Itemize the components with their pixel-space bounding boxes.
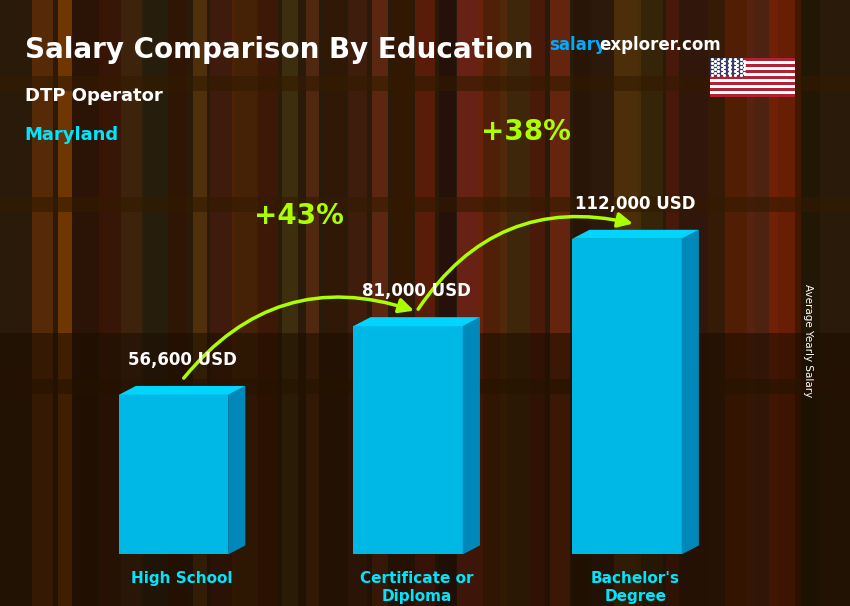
- Bar: [58, 0, 72, 606]
- Bar: [710, 88, 795, 91]
- Bar: [325, 0, 345, 606]
- Bar: [710, 67, 795, 70]
- Bar: [210, 0, 235, 606]
- Bar: [478, 0, 507, 606]
- Bar: [710, 73, 795, 76]
- Bar: [232, 0, 258, 606]
- Text: salary: salary: [549, 36, 606, 54]
- Bar: [0, 76, 850, 91]
- Text: Certificate or
Diploma: Certificate or Diploma: [360, 571, 473, 604]
- Polygon shape: [462, 317, 480, 554]
- Bar: [457, 0, 483, 606]
- Text: 112,000 USD: 112,000 USD: [575, 195, 696, 213]
- Polygon shape: [354, 317, 480, 326]
- Bar: [372, 0, 388, 606]
- Bar: [282, 0, 297, 606]
- Polygon shape: [572, 230, 699, 239]
- FancyArrowPatch shape: [184, 297, 411, 378]
- Polygon shape: [572, 239, 682, 554]
- Bar: [193, 0, 207, 606]
- Text: +38%: +38%: [481, 118, 571, 147]
- Bar: [72, 0, 103, 606]
- Text: High School: High School: [131, 571, 233, 587]
- Polygon shape: [682, 230, 699, 554]
- Bar: [710, 64, 795, 67]
- Bar: [142, 0, 167, 606]
- Bar: [710, 58, 744, 76]
- Bar: [439, 0, 456, 606]
- Text: Average Yearly Salary: Average Yearly Salary: [803, 284, 813, 397]
- Bar: [746, 0, 779, 606]
- Bar: [500, 0, 530, 606]
- Bar: [416, 0, 434, 606]
- Bar: [257, 0, 278, 606]
- Polygon shape: [228, 386, 246, 554]
- Bar: [710, 94, 795, 97]
- Polygon shape: [119, 395, 228, 554]
- Bar: [707, 0, 728, 606]
- Polygon shape: [119, 386, 246, 395]
- Bar: [637, 0, 663, 606]
- Bar: [122, 0, 144, 606]
- Bar: [710, 58, 795, 61]
- Bar: [0, 197, 850, 212]
- Bar: [710, 61, 795, 64]
- Bar: [348, 0, 367, 606]
- Bar: [769, 0, 801, 606]
- Bar: [589, 0, 621, 606]
- Bar: [32, 0, 53, 606]
- Bar: [0, 379, 850, 394]
- Text: 81,000 USD: 81,000 USD: [362, 282, 471, 300]
- Bar: [99, 0, 121, 606]
- Bar: [666, 0, 679, 606]
- FancyArrowPatch shape: [418, 214, 629, 309]
- Bar: [390, 0, 415, 606]
- Text: Maryland: Maryland: [25, 126, 119, 144]
- Text: DTP Operator: DTP Operator: [25, 87, 162, 105]
- Text: explorer.com: explorer.com: [599, 36, 722, 54]
- Bar: [795, 0, 820, 606]
- Bar: [710, 85, 795, 88]
- Bar: [710, 82, 795, 85]
- Bar: [614, 0, 641, 606]
- Bar: [710, 76, 795, 79]
- Text: 56,600 USD: 56,600 USD: [128, 351, 236, 369]
- Bar: [710, 70, 795, 73]
- Text: Salary Comparison By Education: Salary Comparison By Education: [25, 36, 533, 64]
- Text: Bachelor's
Degree: Bachelor's Degree: [591, 571, 680, 604]
- Bar: [550, 0, 570, 606]
- Polygon shape: [354, 326, 462, 554]
- Bar: [168, 0, 187, 606]
- Bar: [710, 79, 795, 82]
- Bar: [306, 0, 319, 606]
- Bar: [725, 0, 755, 606]
- Bar: [0, 333, 850, 606]
- Bar: [530, 0, 545, 606]
- Text: +43%: +43%: [254, 202, 344, 230]
- Bar: [573, 0, 592, 606]
- Bar: [710, 91, 795, 94]
- Bar: [682, 0, 708, 606]
